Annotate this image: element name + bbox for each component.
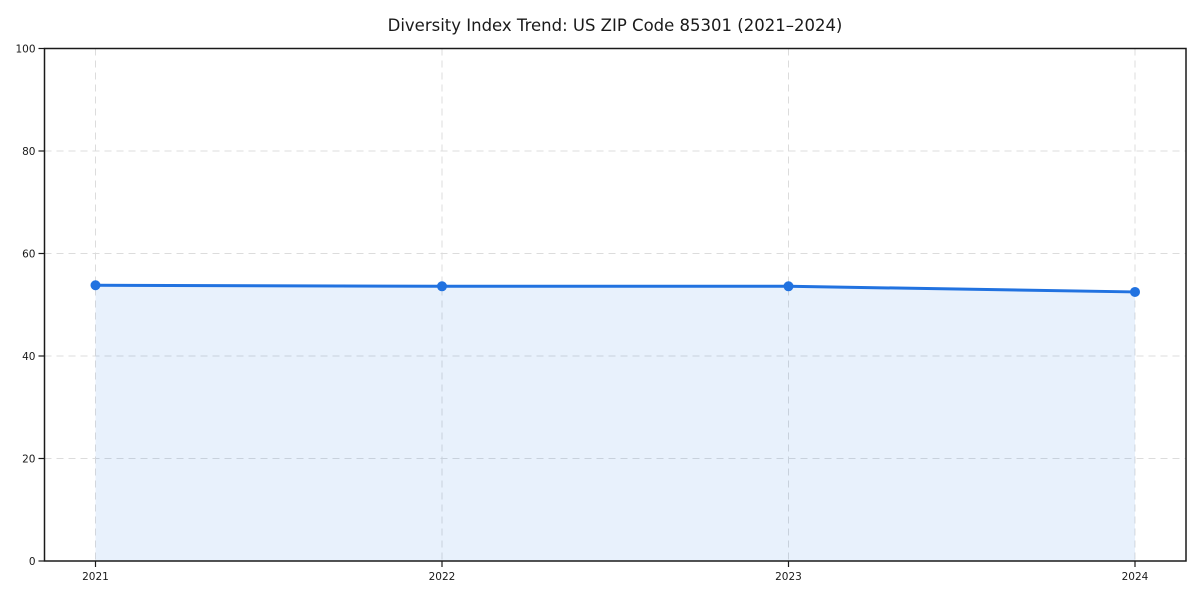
grid-layer: [44, 48, 1186, 561]
spine-layer: [43, 47, 1187, 562]
x-tick-label: 2021: [82, 571, 109, 583]
chart-title: Diversity Index Trend: US ZIP Code 85301…: [388, 16, 843, 35]
y-tick-label: 60: [22, 248, 35, 260]
y-tick-label: 80: [22, 146, 35, 158]
data-point-marker: [437, 281, 447, 292]
y-tick-label: 0: [29, 556, 36, 568]
series-line: [94, 283, 1137, 294]
y-tick-label: 100: [15, 43, 35, 55]
data-point-marker: [1130, 286, 1140, 297]
x-tick-label: 2022: [429, 571, 456, 583]
data-point-marker: [90, 280, 101, 291]
series-area-fill: [95, 285, 1135, 561]
data-point-marker: [783, 281, 794, 292]
area-layer: [95, 285, 1135, 561]
axes-frame: [43, 47, 1187, 562]
tick-layer: 0 20 40 60 80 100 2021 2022 2023 2024: [15, 43, 1148, 583]
x-tick-label: 2024: [1122, 571, 1149, 583]
x-tick-label: 2023: [775, 571, 802, 583]
line-layer: [90, 280, 1140, 297]
y-tick-label: 40: [22, 351, 35, 363]
y-tick-label: 20: [22, 453, 35, 465]
